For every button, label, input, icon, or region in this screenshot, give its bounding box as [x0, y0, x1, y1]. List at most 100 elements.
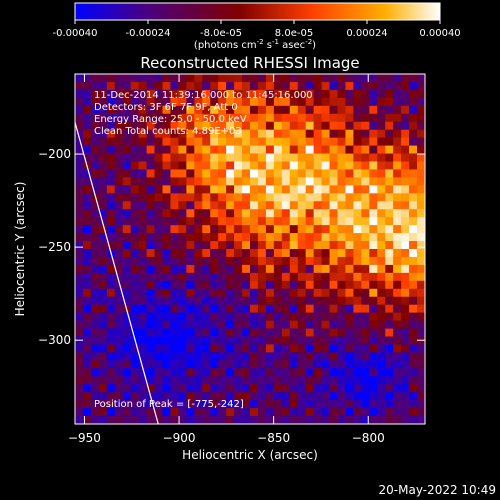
heatmap-cell	[146, 400, 155, 409]
heatmap-cell	[170, 113, 179, 123]
heatmap-cell	[377, 304, 386, 313]
heatmap-cell	[353, 217, 362, 226]
heatmap-cell	[234, 209, 243, 218]
heatmap-cell	[234, 264, 243, 274]
heatmap-cell	[289, 264, 299, 274]
heatmap-cell	[361, 81, 370, 91]
heatmap-cell	[313, 280, 322, 290]
heatmap-cell	[409, 201, 418, 210]
heatmap-cell	[393, 296, 402, 305]
heatmap-cell	[265, 344, 275, 353]
heatmap-cell	[265, 217, 275, 226]
heatmap-cell	[329, 137, 338, 146]
heatmap-cell	[186, 113, 195, 123]
heatmap-cell	[385, 288, 394, 298]
heatmap-cell	[202, 81, 211, 91]
heatmap-cell	[146, 360, 155, 369]
heatmap-cell	[75, 384, 84, 393]
heatmap-cell	[194, 74, 203, 83]
heatmap-cell	[90, 209, 100, 218]
heatmap-cell	[401, 256, 410, 266]
heatmap-cell	[401, 241, 410, 250]
heatmap-cell	[122, 296, 131, 305]
heatmap-cell	[273, 153, 283, 162]
heatmap-cell	[218, 312, 227, 321]
heatmap-cell	[273, 264, 283, 274]
heatmap-cell	[393, 233, 402, 242]
heatmap-cell	[226, 193, 235, 202]
heatmap-cell	[242, 241, 251, 250]
heatmap-cell	[250, 384, 259, 393]
heatmap-cell	[234, 376, 243, 385]
heatmap-cell	[178, 161, 187, 170]
heatmap-cell	[377, 81, 386, 91]
heatmap-cell	[178, 137, 187, 146]
heatmap-cell	[250, 352, 259, 361]
heatmap-cell	[281, 304, 291, 313]
heatmap-cell	[369, 185, 378, 194]
heatmap-cell	[393, 368, 402, 377]
heatmap-cell	[337, 392, 346, 401]
heatmap-cell	[265, 137, 275, 146]
heatmap-cell	[218, 336, 227, 345]
heatmap-cell	[385, 233, 394, 242]
heatmap-cell	[138, 384, 147, 393]
heatmap-cell	[417, 376, 425, 385]
limb-line	[75, 122, 159, 424]
heatmap-cell	[305, 137, 314, 146]
heatmap-cell	[401, 280, 410, 290]
heatmap-cell	[273, 368, 283, 377]
heatmap-cell	[257, 129, 267, 138]
heatmap-cell	[265, 81, 275, 91]
heatmap-cell	[385, 113, 394, 123]
heatmap-cell	[313, 304, 322, 313]
heatmap-cell	[82, 241, 92, 250]
heatmap-cell	[329, 344, 338, 353]
heatmap-cell	[417, 304, 425, 313]
heatmap-cell	[186, 193, 195, 202]
heatmap-cell	[353, 105, 362, 115]
heatmap-cell	[226, 145, 235, 154]
heatmap-cell	[313, 392, 322, 401]
heatmap-cell	[75, 368, 84, 377]
heatmap-cell	[194, 264, 203, 274]
heatmap-cell	[90, 408, 100, 417]
heatmap-cell	[162, 137, 171, 146]
heatmap-cell	[226, 336, 235, 345]
heatmap-cell	[345, 400, 354, 409]
heatmap-cell	[75, 241, 84, 250]
heatmap-cell	[345, 408, 354, 417]
heatmap-cell	[162, 256, 171, 266]
heatmap-cell	[138, 97, 147, 107]
heatmap-cell	[106, 328, 116, 337]
heatmap-cell	[289, 121, 299, 130]
heatmap-cell	[401, 185, 410, 194]
heatmap-cell	[242, 368, 251, 377]
heatmap-cell	[130, 145, 139, 154]
heatmap-cell	[345, 272, 354, 282]
heatmap-cell	[106, 177, 116, 186]
heatmap-cell	[130, 74, 139, 83]
heatmap-cell	[98, 280, 108, 290]
heatmap-cell	[250, 225, 259, 234]
heatmap-cell	[98, 113, 108, 123]
heatmap-cell	[313, 312, 322, 321]
heatmap-cell	[281, 384, 291, 393]
heatmap-cell	[154, 408, 163, 417]
heatmap-cell	[313, 137, 322, 146]
heatmap-cell	[138, 169, 147, 178]
heatmap-cell	[281, 201, 291, 210]
heatmap-cell	[345, 145, 354, 154]
heatmap-cell	[329, 272, 338, 282]
heatmap-cell	[226, 201, 235, 210]
heatmap-cell	[329, 288, 338, 298]
heatmap-cell	[305, 209, 314, 218]
heatmap-cell	[82, 129, 92, 138]
heatmap-cell	[82, 384, 92, 393]
heatmap-cell	[194, 217, 203, 226]
heatmap-cell	[186, 201, 195, 210]
heatmap-cell	[242, 392, 251, 401]
heatmap-cell	[265, 272, 275, 282]
heatmap-cell	[138, 296, 147, 305]
